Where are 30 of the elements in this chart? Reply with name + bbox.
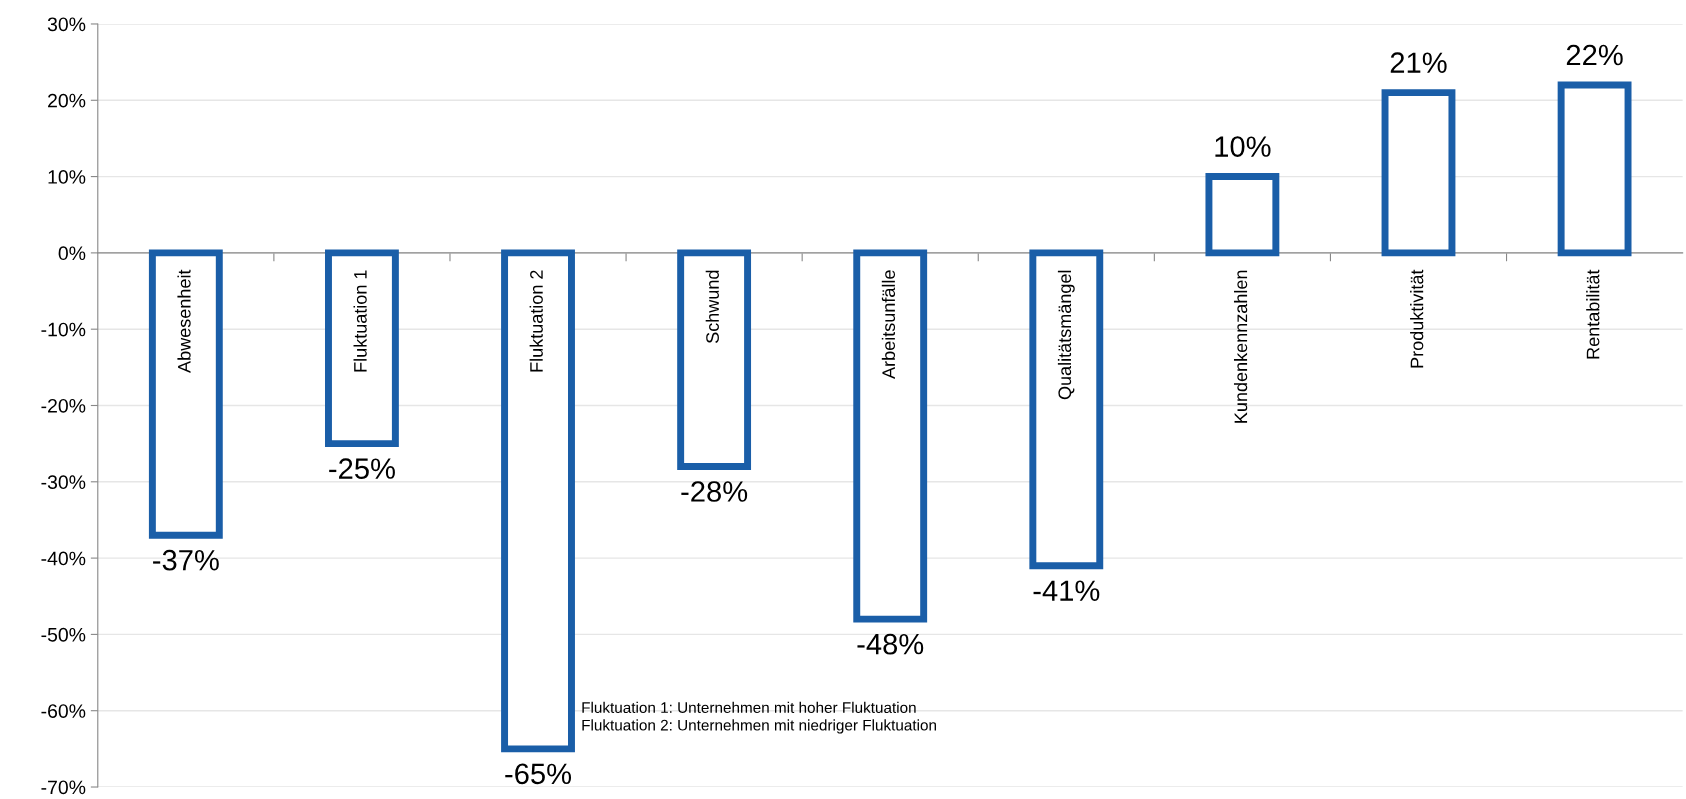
data-label: -41% <box>1033 580 1100 601</box>
data-label: 21% <box>1390 52 1447 73</box>
x-tick-label: Rentabilität <box>1586 269 1600 359</box>
y-tick-label: 10% <box>48 170 86 184</box>
x-tick-label: Produktivität <box>1410 269 1424 368</box>
y-tick-label: 30% <box>47 17 86 32</box>
x-tick-label: Abwesenheit <box>177 269 191 373</box>
data-label: -65% <box>505 763 572 785</box>
x-tick-label: Arbeitsunfälle <box>881 270 896 379</box>
y-tick-label: -20% <box>41 398 86 413</box>
y-tick-label: -70% <box>41 780 86 795</box>
x-tick-label: Qualitätsmängel <box>1057 270 1075 400</box>
x-tick-label: Fluktuation 2 <box>529 270 543 372</box>
y-tick-label: -30% <box>41 475 86 490</box>
y-tick-label: -60% <box>41 704 86 718</box>
y-tick-label: -50% <box>41 627 86 642</box>
data-label: -37% <box>153 549 219 571</box>
y-tick-label: -10% <box>41 322 86 337</box>
data-label: 10% <box>1215 136 1271 157</box>
data-label: -25% <box>329 458 395 479</box>
data-label: -28% <box>681 481 748 502</box>
x-tick-label: Schwund <box>705 270 719 343</box>
data-label: 22% <box>1566 44 1623 66</box>
x-tick-label: Fluktuation 1 <box>353 270 367 372</box>
y-tick-label: 0% <box>58 246 86 261</box>
y-tick-label: -40% <box>41 551 86 566</box>
data-label: -48% <box>857 633 924 655</box>
y-tick-label: 20% <box>48 93 86 108</box>
x-tick-label: Kundenkennzahlen <box>1233 270 1248 423</box>
annotation: Fluktuation 1: Unternehmen mit hoher Fluktuation Fluktuation 2: Unternehmen mit niedriger Fluktuation <box>582 701 936 734</box>
